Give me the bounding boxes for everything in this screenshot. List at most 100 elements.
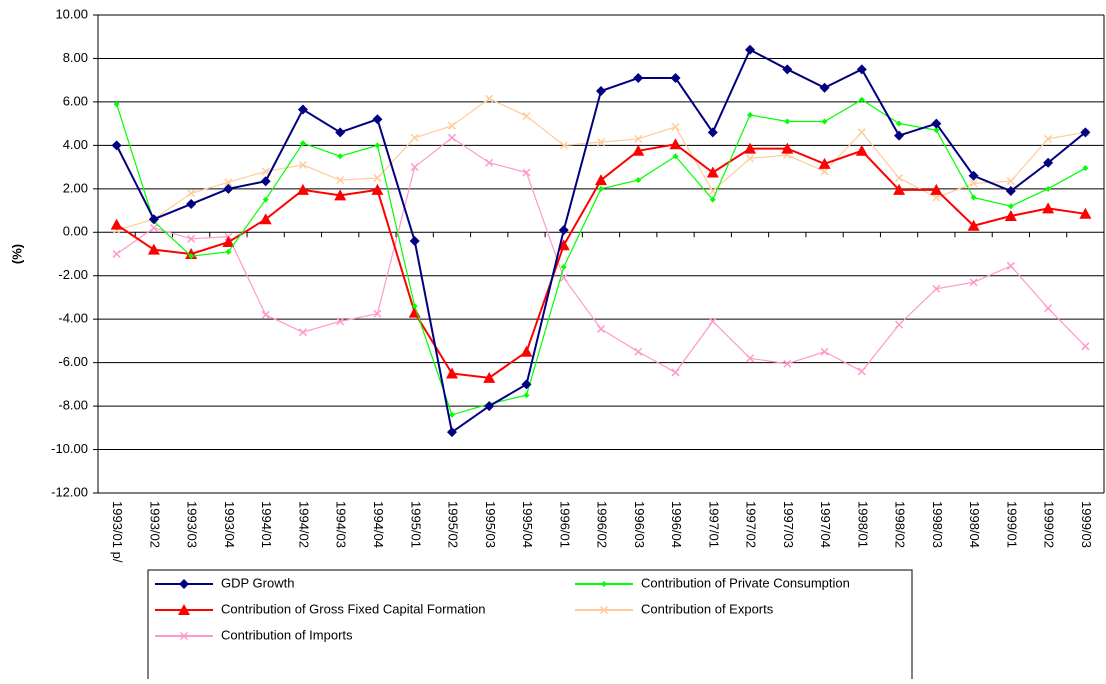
- marker: [857, 128, 866, 137]
- x-tick-label: 1997/01: [706, 501, 721, 548]
- marker: [970, 194, 977, 201]
- marker: [222, 236, 235, 248]
- marker: [933, 127, 940, 134]
- marker: [111, 140, 122, 151]
- marker: [745, 44, 756, 55]
- marker: [445, 367, 458, 379]
- marker: [596, 324, 606, 333]
- marker: [520, 345, 533, 357]
- marker: [448, 411, 455, 418]
- series-line: [115, 48, 1087, 434]
- marker: [374, 142, 381, 149]
- y-axis-label: (%): [9, 244, 24, 264]
- x-tick-label: 1996/01: [557, 501, 572, 548]
- marker: [112, 249, 121, 259]
- marker: [1042, 202, 1055, 214]
- marker: [932, 193, 941, 202]
- x-tick-label: 1993/02: [147, 501, 162, 548]
- marker: [969, 179, 978, 188]
- marker: [746, 154, 755, 163]
- marker: [336, 176, 345, 185]
- marker: [599, 605, 609, 615]
- marker: [372, 114, 383, 125]
- marker: [447, 133, 456, 142]
- y-tick-label: -4.00: [58, 311, 88, 326]
- marker: [932, 284, 941, 293]
- marker: [746, 354, 755, 363]
- marker: [334, 189, 347, 201]
- marker: [1005, 185, 1016, 196]
- marker: [1004, 209, 1017, 221]
- marker: [523, 392, 530, 399]
- marker: [297, 104, 308, 115]
- marker: [1082, 165, 1089, 172]
- marker: [260, 176, 271, 187]
- marker: [595, 174, 607, 186]
- marker: [335, 127, 346, 138]
- marker: [411, 303, 418, 310]
- marker: [485, 94, 494, 103]
- y-tick-label: -10.00: [51, 441, 88, 456]
- marker: [1045, 185, 1052, 192]
- marker: [969, 278, 978, 287]
- marker: [337, 153, 344, 160]
- marker: [373, 309, 382, 318]
- marker: [558, 225, 569, 236]
- marker: [1080, 127, 1091, 138]
- marker: [187, 234, 196, 243]
- marker: [856, 64, 867, 75]
- x-tick-label: 1996/02: [595, 501, 610, 548]
- marker: [1044, 134, 1053, 143]
- marker: [188, 253, 195, 260]
- x-tick-label: 1998/03: [930, 501, 945, 548]
- marker: [178, 604, 190, 615]
- marker: [818, 157, 831, 169]
- x-tick-label: 1998/02: [893, 501, 908, 548]
- series-line: [116, 97, 1086, 231]
- marker: [410, 163, 419, 172]
- x-tick-label: 1994/03: [334, 501, 349, 548]
- marker: [820, 347, 829, 356]
- legend-label: Contribution of Private Consumption: [641, 575, 850, 590]
- x-tick-label: 1994/02: [296, 501, 311, 548]
- marker: [634, 134, 643, 143]
- marker: [1007, 203, 1014, 210]
- marker: [782, 64, 793, 75]
- y-tick-label: 4.00: [63, 137, 88, 152]
- marker: [669, 138, 682, 150]
- y-tick-label: -2.00: [58, 267, 88, 282]
- marker: [187, 189, 196, 198]
- marker: [298, 328, 307, 337]
- marker: [296, 183, 309, 195]
- marker: [671, 368, 680, 377]
- marker: [521, 379, 532, 390]
- x-tick-label: 1994/04: [371, 501, 386, 548]
- x-tick-label: 1993/01 p/: [110, 501, 125, 563]
- marker: [930, 183, 943, 195]
- marker: [484, 401, 495, 412]
- legend-label: Contribution of Exports: [641, 601, 774, 616]
- marker: [744, 142, 757, 154]
- marker: [931, 118, 942, 129]
- marker: [446, 427, 457, 438]
- marker: [1043, 157, 1054, 168]
- marker: [895, 173, 904, 182]
- marker: [855, 144, 868, 156]
- marker: [747, 111, 754, 118]
- marker: [784, 118, 791, 125]
- marker: [783, 359, 792, 368]
- marker: [557, 239, 570, 251]
- marker: [820, 167, 829, 176]
- marker: [819, 82, 830, 93]
- x-tick-label: 1998/01: [855, 501, 870, 548]
- y-tick-label: 8.00: [63, 50, 88, 65]
- marker: [894, 130, 905, 141]
- y-tick-label: 10.00: [55, 6, 88, 21]
- marker: [179, 631, 189, 641]
- marker: [893, 183, 906, 195]
- y-tick-label: -6.00: [58, 354, 88, 369]
- legend-box: [147, 569, 913, 684]
- y-tick-label: -8.00: [58, 398, 88, 413]
- marker: [1081, 342, 1090, 351]
- x-tick-label: 1998/04: [967, 501, 982, 548]
